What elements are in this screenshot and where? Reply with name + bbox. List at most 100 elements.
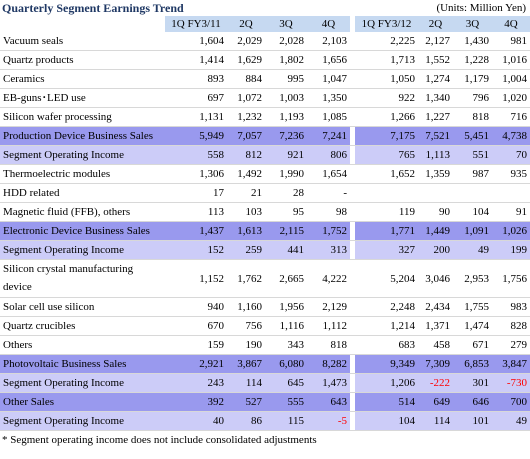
value-cell: 119 xyxy=(355,202,418,222)
value-cell: 981 xyxy=(492,32,530,51)
row-label: Solar cell use silicon xyxy=(0,297,165,317)
value-cell: 3,847 xyxy=(492,354,530,374)
value-cell: 756 xyxy=(227,316,265,336)
value-cell: 8,282 xyxy=(307,354,350,374)
value-cell: 1,656 xyxy=(307,50,350,70)
row-label: Silicon crystal manufacturing device xyxy=(0,259,165,298)
row-label: Quartz crucibles xyxy=(0,316,165,336)
column-header: 3Q xyxy=(453,16,492,32)
value-cell xyxy=(355,183,418,203)
value-cell: 1,414 xyxy=(165,50,227,70)
table-row: Others 159 190 343 818 683 458 671 279 xyxy=(0,335,530,355)
value-cell xyxy=(492,183,530,203)
gap-cell xyxy=(350,126,355,146)
value-cell: 1,713 xyxy=(355,50,418,70)
value-cell: 2,127 xyxy=(418,32,453,51)
value-cell: 1,091 xyxy=(453,221,492,241)
gap-cell xyxy=(350,16,355,32)
units: (Units: Million Yen) xyxy=(436,2,526,14)
value-cell: 199 xyxy=(492,240,530,260)
gap-cell xyxy=(350,69,355,89)
value-cell: 2,665 xyxy=(265,259,307,298)
value-cell: 2,434 xyxy=(418,297,453,317)
gap-cell xyxy=(350,50,355,70)
value-cell: 921 xyxy=(265,145,307,165)
value-cell: 90 xyxy=(418,202,453,222)
value-cell: 1,654 xyxy=(307,164,350,184)
value-cell: 7,241 xyxy=(307,126,350,146)
value-cell: 646 xyxy=(453,392,492,412)
value-cell: 95 xyxy=(265,202,307,222)
value-cell: 1,340 xyxy=(418,88,453,108)
value-cell: 114 xyxy=(227,373,265,393)
value-cell: 1,227 xyxy=(418,107,453,127)
value-cell: 1,449 xyxy=(418,221,453,241)
value-cell: 818 xyxy=(307,335,350,355)
value-cell: 940 xyxy=(165,297,227,317)
value-cell: 1,047 xyxy=(307,69,350,89)
value-cell: 551 xyxy=(453,145,492,165)
value-cell: 558 xyxy=(165,145,227,165)
row-label: Segment Operating Income xyxy=(0,411,165,431)
value-cell: 1,152 xyxy=(165,259,227,298)
gap-cell xyxy=(350,373,355,393)
row-label: Other Sales xyxy=(0,392,165,412)
value-cell: 259 xyxy=(227,240,265,260)
value-cell: 983 xyxy=(492,297,530,317)
value-cell: 796 xyxy=(453,88,492,108)
value-cell: 935 xyxy=(492,164,530,184)
value-cell: 103 xyxy=(227,202,265,222)
value-cell: 2,225 xyxy=(355,32,418,51)
column-header: 3Q xyxy=(265,16,307,32)
table-row: Production Device Business Sales 5,949 7,0… xyxy=(0,126,530,146)
value-cell: 1,116 xyxy=(265,316,307,336)
table-header: 1Q FY3/11 2Q 3Q 4Q 1Q FY3/12 2Q 3Q 4Q xyxy=(0,16,530,32)
value-cell: 1,206 xyxy=(355,373,418,393)
title: Quarterly Segment Earnings Trend xyxy=(2,1,184,15)
table-row: Segment Operating Income 40 86 115 -5 104 114 1… xyxy=(0,411,530,431)
value-cell: 49 xyxy=(492,411,530,431)
value-cell: -222 xyxy=(418,373,453,393)
table-body: Vacuum seals 1,604 2,029 2,028 2,103 2,225 2,1… xyxy=(0,32,530,431)
table-row: Vacuum seals 1,604 2,029 2,028 2,103 2,225 2,1… xyxy=(0,32,530,51)
value-cell: 1,613 xyxy=(227,221,265,241)
table-row: Thermoelectric modules 1,306 1,492 1,990 1,6… xyxy=(0,164,530,184)
row-label: EB-guns･LED use xyxy=(0,88,165,108)
value-cell: 6,853 xyxy=(453,354,492,374)
value-cell: 2,028 xyxy=(265,32,307,51)
value-cell: 5,451 xyxy=(453,126,492,146)
row-label: Production Device Business Sales xyxy=(0,126,165,146)
value-cell: 101 xyxy=(453,411,492,431)
column-header: 2Q xyxy=(418,16,453,32)
value-cell: 441 xyxy=(265,240,307,260)
gap-cell xyxy=(350,316,355,336)
value-cell: 1,752 xyxy=(307,221,350,241)
value-cell: 1,755 xyxy=(453,297,492,317)
gap-cell xyxy=(350,202,355,222)
value-cell: 7,057 xyxy=(227,126,265,146)
gap-cell xyxy=(350,297,355,317)
value-cell: 98 xyxy=(307,202,350,222)
row-label: Ceramics xyxy=(0,69,165,89)
table-row: EB-guns･LED use 697 1,072 1,003 1,350 922 1,34… xyxy=(0,88,530,108)
table-row: Solar cell use silicon 940 1,160 1,956 2,129… xyxy=(0,297,530,317)
column-header: 4Q xyxy=(492,16,530,32)
table-row: Segment Operating Income 152 259 441 313 327 2… xyxy=(0,240,530,260)
table-row: Silicon crystal manufacturing device 1,15… xyxy=(0,259,530,298)
value-cell: 1,350 xyxy=(307,88,350,108)
value-cell: 3,867 xyxy=(227,354,265,374)
value-cell: 1,430 xyxy=(453,32,492,51)
value-cell: 683 xyxy=(355,335,418,355)
row-label: Quartz products xyxy=(0,50,165,70)
gap-cell xyxy=(350,335,355,355)
value-cell: 1,026 xyxy=(492,221,530,241)
value-cell: 313 xyxy=(307,240,350,260)
value-cell: 643 xyxy=(307,392,350,412)
gap-cell xyxy=(350,183,355,203)
gap-cell xyxy=(350,164,355,184)
value-cell: 671 xyxy=(453,335,492,355)
corner-cell xyxy=(0,16,165,32)
value-cell: 9,349 xyxy=(355,354,418,374)
table-row: Electronic Device Business Sales 1,437 1,6… xyxy=(0,221,530,241)
